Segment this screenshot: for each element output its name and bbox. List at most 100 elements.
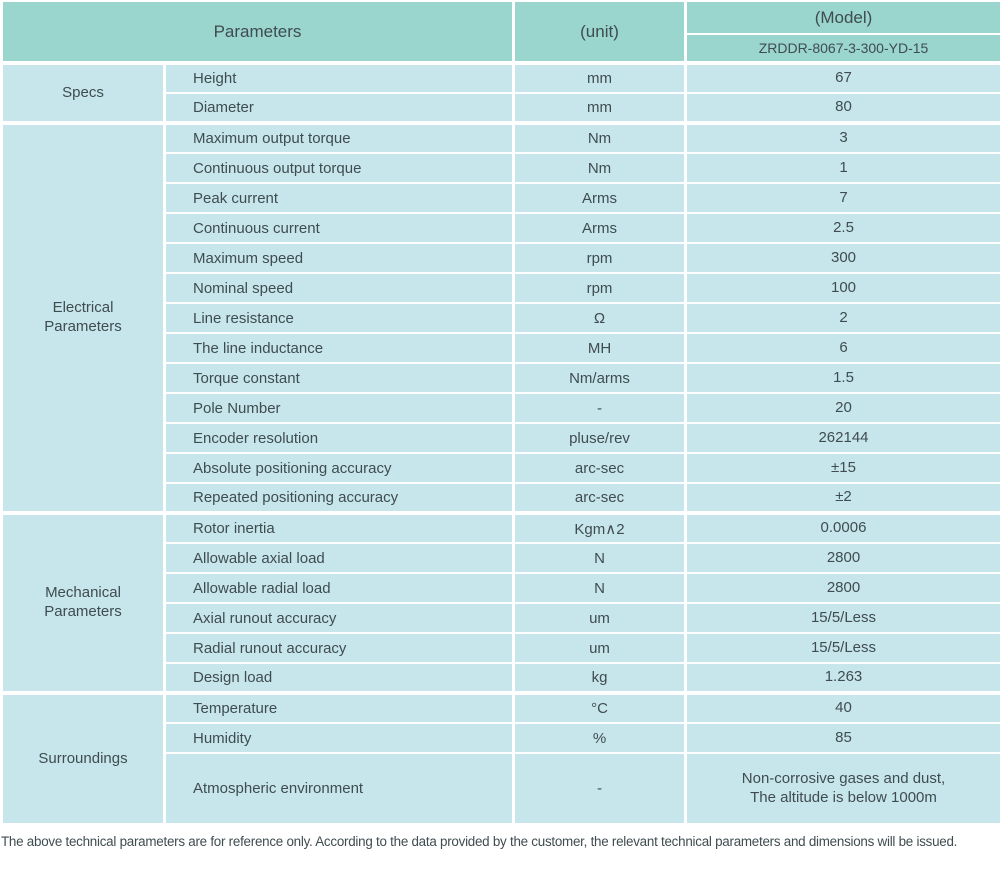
value-cell: 0.0006: [684, 511, 1000, 544]
unit-cell: Nm: [512, 152, 687, 184]
param-cell: Maximum speed: [163, 242, 515, 274]
param-cell: Absolute positioning accuracy: [163, 452, 515, 484]
value-cell: 2.5: [684, 212, 1000, 244]
param-cell: Repeated positioning accuracy: [163, 482, 515, 514]
value-cell: ±15: [684, 452, 1000, 484]
unit-cell: arc-sec: [512, 482, 687, 514]
param-cell: Peak current: [163, 182, 515, 214]
param-cell: Humidity: [163, 722, 515, 754]
table-row: Atmospheric environment - Non-corrosive …: [2, 752, 1000, 825]
value-cell: 3: [684, 121, 1000, 154]
table-row: Torque constant Nm/arms 1.5: [2, 362, 1000, 394]
value-cell: 262144: [684, 422, 1000, 454]
param-cell: Design load: [163, 662, 515, 694]
section-label-electrical: Electrical Parameters: [0, 121, 166, 514]
table-row: Maximum speed rpm 300: [2, 242, 1000, 274]
table-row: Humidity % 85: [2, 722, 1000, 754]
unit-cell: N: [512, 572, 687, 604]
value-cell: 15/5/Less: [684, 632, 1000, 664]
unit-cell: -: [512, 752, 687, 825]
table-row: Allowable radial load N 2800: [2, 572, 1000, 604]
unit-cell: mm: [512, 61, 687, 94]
unit-cell: mm: [512, 92, 687, 124]
table-row: Electrical Parameters Maximum output tor…: [0, 121, 1000, 514]
value-cell: 1.263: [684, 662, 1000, 694]
footer-note: The above technical parameters are for r…: [1, 834, 958, 849]
table-row: Radial runout accuracy um 15/5/Less: [2, 632, 1000, 664]
param-cell: Temperature: [163, 691, 515, 724]
value-cell: 2: [684, 302, 1000, 334]
param-cell: The line inductance: [163, 332, 515, 364]
param-cell: Nominal speed: [163, 272, 515, 304]
param-cell: Torque constant: [163, 362, 515, 394]
table-row: Mechanical Parameters Rotor inertia Kgm∧…: [0, 511, 1000, 694]
table-row: Nominal speed rpm 100: [2, 272, 1000, 304]
table-row: Allowable axial load N 2800: [2, 542, 1000, 574]
table-header: Parameters (unit) (Model) ZRDDR-8067-3-3…: [0, 0, 1000, 64]
param-cell: Rotor inertia: [163, 511, 515, 544]
table-row: Axial runout accuracy um 15/5/Less: [2, 602, 1000, 634]
section-surroundings: Surroundings Temperature °C 40 Humidity …: [0, 691, 1000, 825]
unit-cell: Arms: [512, 212, 687, 244]
table-row: Design load kg 1.263: [2, 662, 1000, 694]
header-row-1: Parameters (unit) (Model): [0, 0, 1000, 64]
table-row: Specs Height mm 67: [0, 61, 1000, 124]
section-label-surroundings: Surroundings: [0, 691, 166, 825]
param-cell: Axial runout accuracy: [163, 602, 515, 634]
unit-cell: pluse/rev: [512, 422, 687, 454]
unit-cell: MH: [512, 332, 687, 364]
table-row: Diameter mm 80: [2, 92, 1000, 124]
value-cell: 1: [684, 152, 1000, 184]
value-cell: ±2: [684, 482, 1000, 514]
value-cell: 2800: [684, 542, 1000, 574]
header-row-2: ZRDDR-8067-3-300-YD-15: [2, 33, 1000, 64]
table-row: Continuous output torque Nm 1: [2, 152, 1000, 184]
value-cell: 15/5/Less: [684, 602, 1000, 634]
unit-cell: rpm: [512, 242, 687, 274]
param-cell: Line resistance: [163, 302, 515, 334]
param-cell: Radial runout accuracy: [163, 632, 515, 664]
unit-cell: %: [512, 722, 687, 754]
value-cell: 85: [684, 722, 1000, 754]
param-cell: Continuous output torque: [163, 152, 515, 184]
section-label-specs: Specs: [0, 61, 166, 124]
value-cell: 40: [684, 691, 1000, 724]
table-row: Continuous current Arms 2.5: [2, 212, 1000, 244]
section-label-mechanical: Mechanical Parameters: [0, 511, 166, 694]
value-cell: Non-corrosive gases and dust, The altitu…: [684, 752, 1000, 825]
param-cell: Allowable axial load: [163, 542, 515, 574]
table-row: Peak current Arms 7: [2, 182, 1000, 214]
param-cell: Height: [163, 61, 515, 94]
unit-cell: -: [512, 392, 687, 424]
value-cell: 80: [684, 92, 1000, 124]
param-cell: Continuous current: [163, 212, 515, 244]
table-row: Absolute positioning accuracy arc-sec ±1…: [2, 452, 1000, 484]
header-model: (Model): [684, 0, 1000, 35]
table-row: Surroundings Temperature °C 40: [0, 691, 1000, 825]
param-cell: Atmospheric environment: [163, 752, 515, 825]
value-cell: 7: [684, 182, 1000, 214]
section-specs: Specs Height mm 67 Diameter mm 80: [0, 61, 1000, 124]
param-cell: Pole Number: [163, 392, 515, 424]
header-parameters: Parameters: [0, 0, 515, 64]
unit-cell: Ω: [512, 302, 687, 334]
value-cell: 300: [684, 242, 1000, 274]
section-mechanical: Mechanical Parameters Rotor inertia Kgm∧…: [0, 511, 1000, 694]
value-cell: 20: [684, 392, 1000, 424]
value-cell: 100: [684, 272, 1000, 304]
value-cell: 67: [684, 61, 1000, 94]
table-row: Pole Number - 20: [2, 392, 1000, 424]
param-cell: Maximum output torque: [163, 121, 515, 154]
unit-cell: °C: [512, 691, 687, 724]
unit-cell: Kgm∧2: [512, 511, 687, 544]
spec-table: Parameters (unit) (Model) ZRDDR-8067-3-3…: [0, 0, 1000, 825]
unit-cell: rpm: [512, 272, 687, 304]
unit-cell: arc-sec: [512, 452, 687, 484]
param-cell: Allowable radial load: [163, 572, 515, 604]
unit-cell: kg: [512, 662, 687, 694]
unit-cell: Nm: [512, 121, 687, 154]
header-model-value: ZRDDR-8067-3-300-YD-15: [684, 33, 1000, 64]
value-cell: 6: [684, 332, 1000, 364]
table-row: Repeated positioning accuracy arc-sec ±2: [2, 482, 1000, 514]
